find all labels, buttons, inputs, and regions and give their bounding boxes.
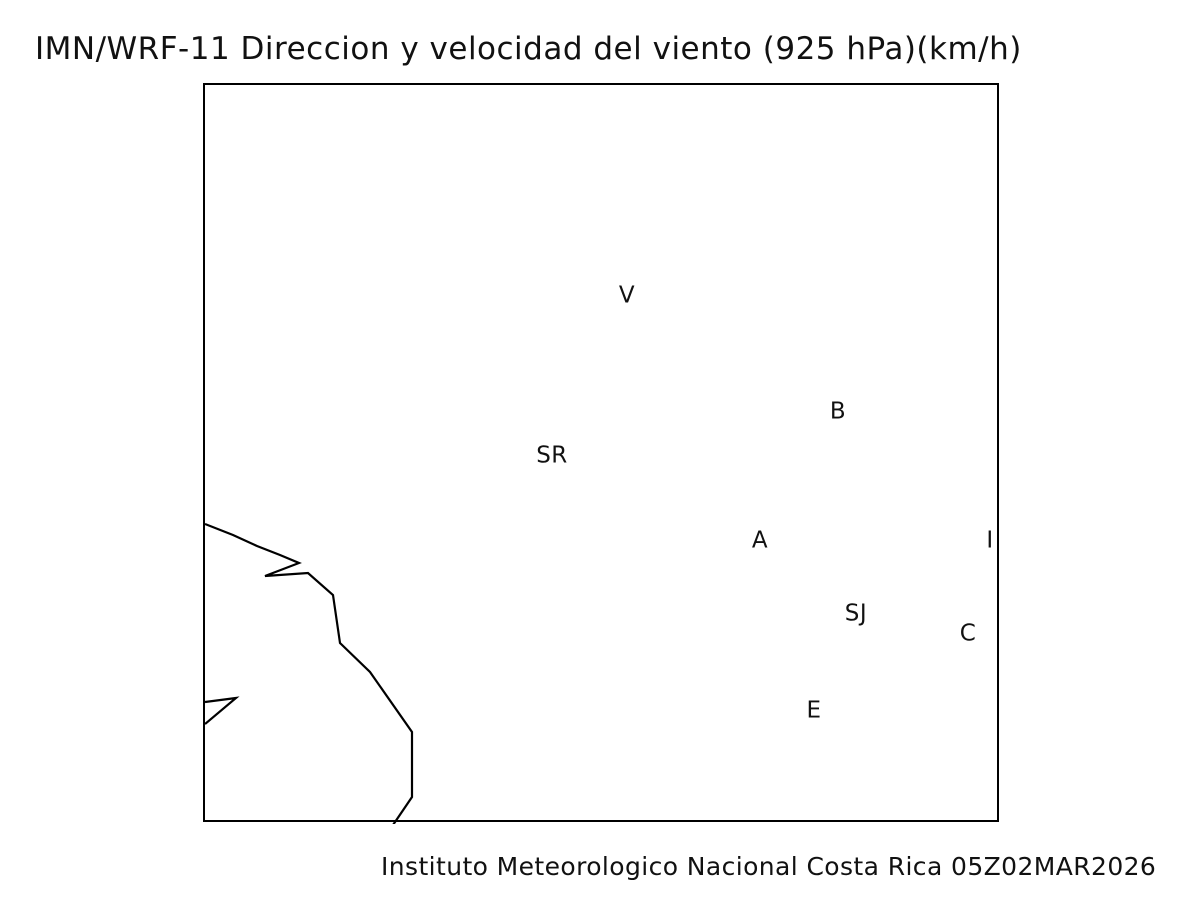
station-label-c[interactable]: C	[959, 620, 977, 647]
station-label-a[interactable]: A	[751, 527, 769, 554]
station-label-i[interactable]: I	[986, 527, 994, 554]
station-label-sj[interactable]: SJ	[844, 600, 868, 627]
station-label-e[interactable]: E	[806, 697, 822, 724]
footer-credit: Instituto Meteorologico Nacional Costa R…	[381, 852, 1157, 881]
station-label-b[interactable]: B	[829, 398, 847, 425]
map-panel[interactable]	[203, 83, 999, 824]
station-label-v[interactable]: V	[618, 282, 636, 309]
map-coastline-layer	[205, 522, 414, 824]
station-label-sr[interactable]: SR	[536, 442, 568, 469]
page-title: IMN/WRF-11 Direccion y velocidad del vie…	[35, 31, 1022, 67]
coastline-main	[205, 522, 414, 824]
coastline-inlet	[205, 696, 240, 725]
